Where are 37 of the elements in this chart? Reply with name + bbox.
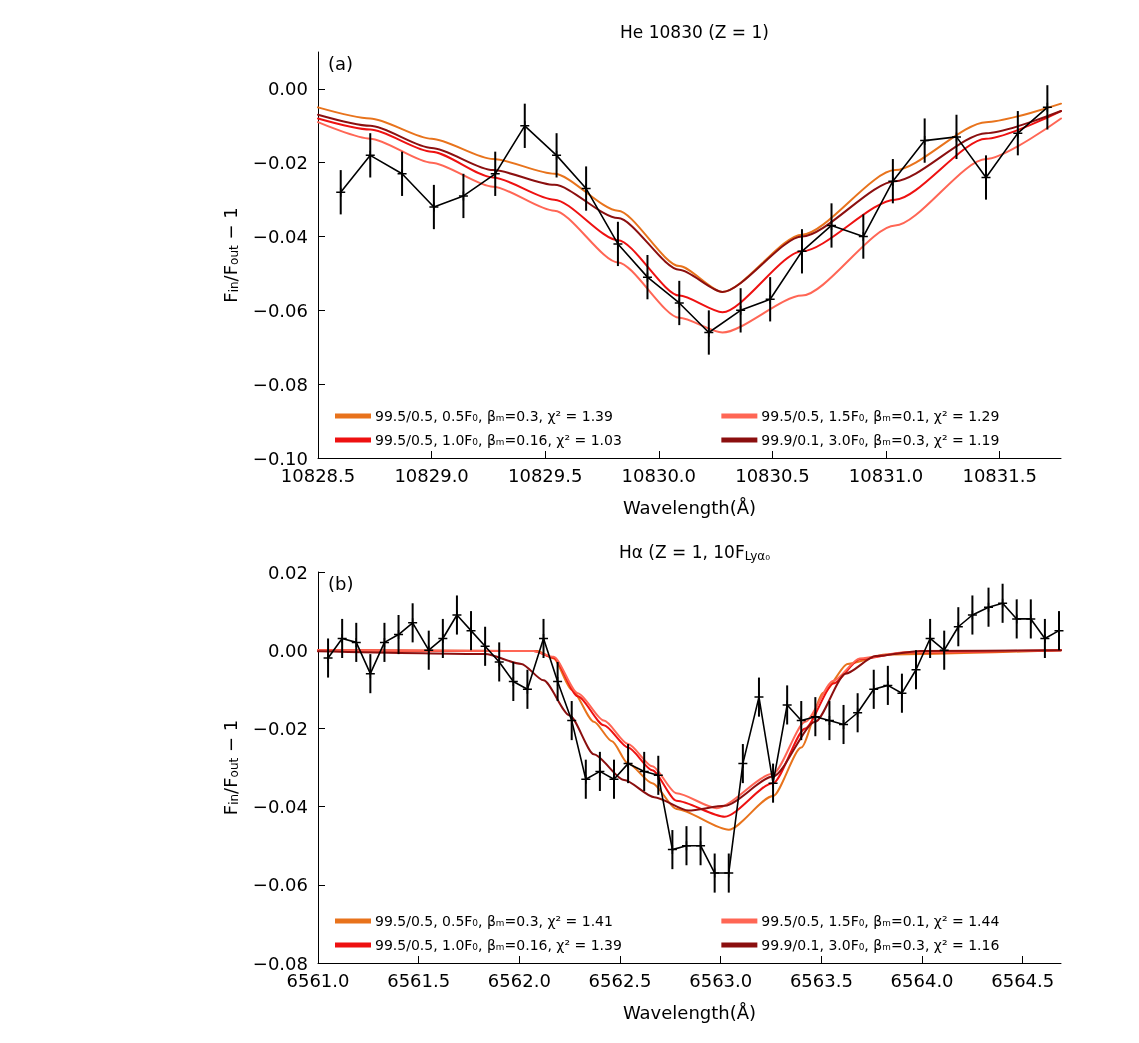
x-tick-label: 10829.5: [508, 464, 583, 486]
x-tick-label: 6563.5: [789, 969, 853, 991]
y-tick-label: −0.02: [252, 152, 308, 174]
y-tick-label: −0.04: [252, 226, 308, 248]
x-axis-title: Wavelength(Å): [622, 1001, 757, 1023]
legend-label: 99.5/0.5, 1.0F₀, βₘ=0.16, χ² = 1.39: [375, 937, 622, 953]
y-tick-label: 0.00: [267, 639, 308, 661]
x-tick-label: 6562.0: [487, 969, 551, 991]
x-tick-label: 10830.0: [621, 464, 697, 486]
annotation: (b): [328, 572, 354, 594]
legend-label: 99.5/0.5, 1.5F₀, βₘ=0.1, χ² = 1.29: [761, 408, 1000, 424]
y-tick-label: −0.04: [252, 796, 308, 818]
y-tick-label: −0.02: [252, 717, 308, 739]
y-tick-label: 0.00: [267, 78, 308, 100]
y-tick-label: −0.08: [252, 373, 308, 395]
x-axis-title: Wavelength(Å): [622, 496, 757, 518]
legend-label: 99.9/0.1, 3.0F₀, βₘ=0.3, χ² = 1.16: [761, 937, 1000, 953]
x-tick-label: 10831.0: [848, 464, 924, 486]
legend-label: 99.5/0.5, 1.0F₀, βₘ=0.16, χ² = 1.03: [375, 432, 622, 448]
x-tick-label: 6562.5: [588, 969, 652, 991]
x-tick-label: 6564.0: [890, 969, 954, 991]
legend-label: 99.5/0.5, 0.5F₀, βₘ=0.3, χ² = 1.41: [375, 913, 613, 929]
x-tick-label: 6561.5: [387, 969, 451, 991]
x-tick-label: 6564.5: [991, 969, 1055, 991]
y-tick-label: −0.06: [252, 874, 308, 896]
legend-label: 99.5/0.5, 1.5F₀, βₘ=0.1, χ² = 1.44: [761, 913, 1000, 929]
chart-title: He 10830 (Z = 1): [620, 22, 769, 42]
y-tick-label: −0.06: [252, 299, 308, 321]
annotation: (a): [328, 52, 354, 74]
y-axis-title: Fin/Fout − 1: [219, 719, 241, 816]
x-tick-label: 6563.0: [689, 969, 753, 991]
y-tick-label: 0.02: [267, 561, 308, 583]
legend-label: 99.5/0.5, 0.5F₀, βₘ=0.3, χ² = 1.39: [375, 408, 613, 424]
x-tick-label: 10830.5: [735, 464, 810, 486]
x-tick-label: 10829.0: [394, 464, 469, 486]
x-tick-label: 10831.5: [962, 464, 1037, 486]
legend-label: 99.9/0.1, 3.0F₀, βₘ=0.3, χ² = 1.19: [761, 432, 1000, 448]
